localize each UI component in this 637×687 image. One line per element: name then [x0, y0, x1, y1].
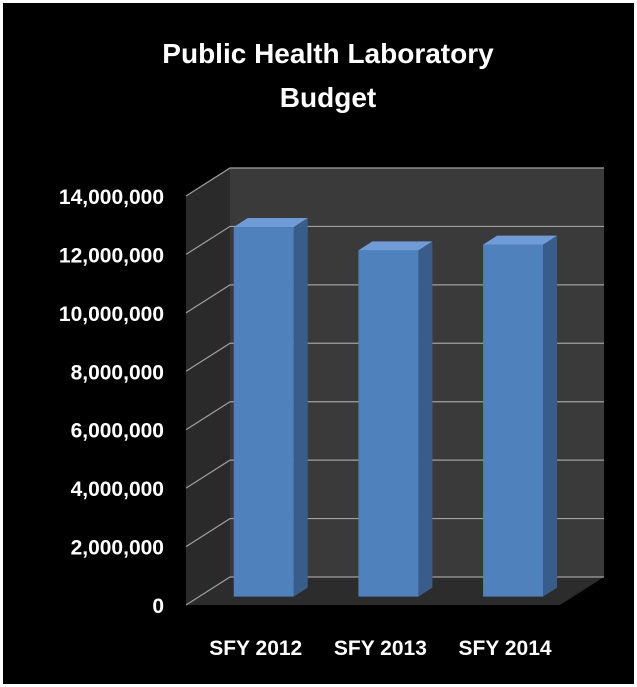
gridline: [185, 167, 604, 197]
y-axis-ticks: 0 2,000,000 4,000,000 6,000,000 8,000,000 10,…: [59, 186, 164, 618]
bar-top: [358, 241, 433, 251]
gridline: [185, 284, 604, 314]
chart-title-line2: Budget: [280, 82, 376, 113]
bar-sfy-2012: [233, 218, 308, 597]
side-wall: [186, 168, 230, 605]
bar-sfy-2013: [358, 241, 433, 597]
y-tick-label: 0: [152, 595, 164, 618]
y-tick-label: 6,000,000: [71, 420, 164, 443]
bar-top: [233, 218, 308, 228]
x-tick-label: SFY 2013: [334, 637, 427, 660]
y-tick-label: 14,000,000: [59, 186, 164, 209]
y-tick-label: 8,000,000: [71, 361, 164, 384]
x-axis-ticks: SFY 2012 SFY 2013 SFY 2014: [209, 637, 552, 660]
gridline: [185, 225, 604, 255]
bar-side: [293, 218, 308, 597]
bar-sfy-2014: [483, 235, 558, 597]
bar-front: [233, 227, 294, 597]
bar-top: [483, 235, 558, 245]
gridline: [185, 342, 604, 372]
y-tick-label: 2,000,000: [71, 537, 164, 560]
gridline: [185, 459, 604, 489]
y-tick-label: 10,000,000: [59, 303, 164, 326]
bar-front: [483, 244, 544, 597]
bars: [233, 218, 558, 597]
gridline: [185, 401, 604, 431]
gridline: [185, 517, 604, 548]
gridline: [185, 576, 604, 606]
bar-side: [418, 241, 433, 597]
bar-side: [543, 235, 558, 597]
chart-title-line1: Public Health Laboratory: [162, 38, 494, 69]
x-tick-label: SFY 2012: [209, 637, 302, 660]
chart-frame: Public Health Laboratory Budget 0 2,000,0…: [3, 3, 634, 684]
y-tick-label: 12,000,000: [59, 244, 164, 267]
chart-svg: Public Health Laboratory Budget 0 2,000,0…: [59, 38, 604, 660]
bar-front: [358, 250, 419, 597]
x-tick-label: SFY 2014: [459, 637, 552, 660]
y-tick-label: 4,000,000: [71, 478, 164, 501]
gridlines: [185, 167, 604, 606]
